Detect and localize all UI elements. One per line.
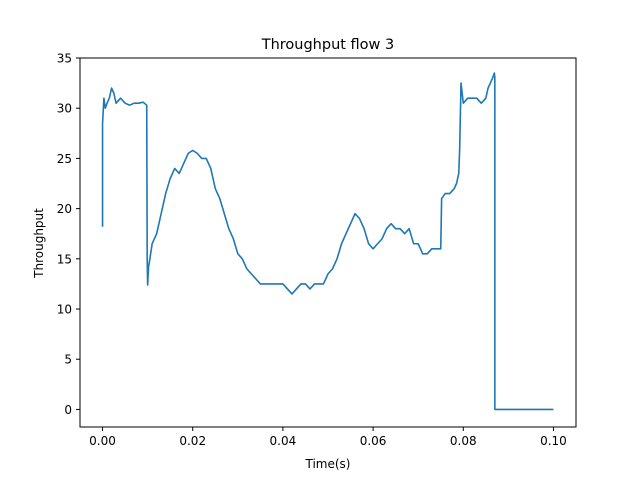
x-tick-label: 0.02: [179, 434, 206, 448]
y-tick-label: 30: [57, 102, 72, 116]
plot-area: [80, 58, 576, 427]
x-axis-label: Time(s): [305, 457, 351, 471]
x-tick-label: 0.04: [270, 434, 297, 448]
x-tick-label: 0.08: [450, 434, 477, 448]
x-ticks: 0.00 0.02 0.04 0.06 0.08 0.10: [89, 427, 567, 448]
axes-frame: [79, 57, 577, 428]
y-tick-label: 0: [64, 403, 72, 417]
series-layer: [101, 72, 554, 411]
y-tick-label: 20: [57, 202, 72, 216]
y-tick-label: 25: [57, 152, 72, 166]
x-tick-label: 0.06: [360, 434, 387, 448]
y-tick-label: 10: [57, 303, 72, 317]
chart-title: Throughput flow 3: [261, 37, 395, 53]
y-axis-label: Throughput: [32, 208, 46, 279]
x-tick-label: 0.10: [540, 434, 567, 448]
y-ticks: 0 5 10 15 20 25 30 35: [57, 52, 80, 417]
y-tick-label: 5: [64, 353, 72, 367]
x-tick-label: 0.00: [89, 434, 116, 448]
series-line-0: [101, 72, 554, 411]
y-tick-label: 35: [57, 52, 72, 66]
axes-layer: [79, 57, 577, 428]
y-tick-label: 15: [57, 252, 72, 266]
